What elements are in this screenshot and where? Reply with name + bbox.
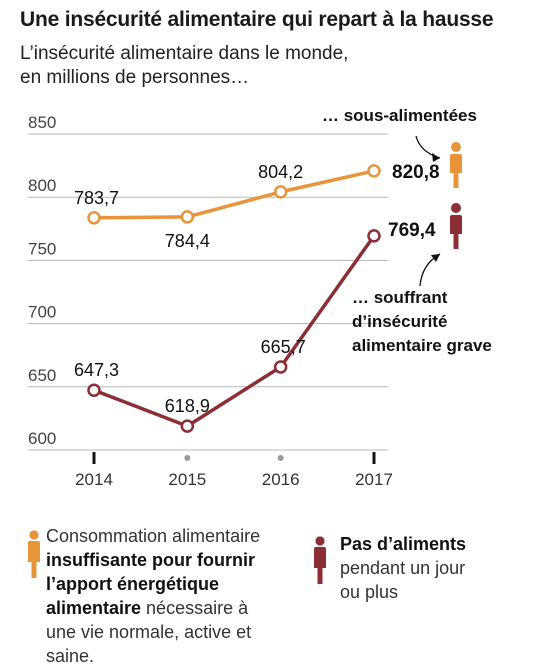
subtitle-line-2: en millions de personnes…: [20, 67, 250, 88]
person-head: [451, 203, 461, 213]
subtitle-line-1: L’insécurité alimentaire dans le monde,: [20, 43, 349, 64]
legend-right-line-2: pendant un jour: [340, 558, 466, 578]
legend-right-line-3: ou plus: [340, 582, 399, 602]
person-head: [451, 142, 461, 152]
x-tick-label: 2017: [355, 470, 393, 489]
legend-undernourished: Consommation alimentaire insuffisante po…: [46, 524, 296, 668]
legend-left-line-3: l’apport énergétique: [46, 574, 220, 594]
data-label: 647,3: [74, 360, 119, 380]
legend-right-line-1: Pas d’aliments: [340, 534, 467, 554]
data-point: [180, 419, 195, 433]
series-2-name-line: … souffrant: [352, 288, 448, 307]
series-1-name: … sous-alimentées: [322, 106, 477, 125]
data-label: 769,4: [388, 220, 436, 241]
x-axis: 2014 2015 2016 2017: [75, 452, 393, 489]
legend-person-icon-dark-red: [312, 536, 328, 591]
x-tick-dot: [184, 455, 191, 461]
data-label: 820,8: [392, 162, 440, 183]
x-tick-dot: [277, 455, 284, 461]
data-label: 783,7: [74, 188, 119, 208]
data-label: 665,7: [261, 337, 306, 357]
legend-left-line-1: Consommation alimentaire: [46, 526, 261, 546]
legend-left-line-4: alimentaire nécessaire à: [46, 598, 249, 618]
arrow-line: [415, 135, 441, 159]
legend-person-icon-orange: [26, 530, 42, 585]
person-icon-orange: [450, 142, 462, 188]
y-tick-label: 650: [28, 366, 56, 385]
data-point: [367, 229, 381, 243]
y-tick-label: 750: [28, 239, 56, 258]
legend-left-line-6: saine.: [46, 646, 95, 666]
chart-title: Une insécurité alimentaire qui repart à …: [20, 8, 494, 31]
person-icon-dark-red: [450, 203, 462, 249]
series-group: 783,7 784,4 804,2 820,8 647,3 618,9 665,7 769,4: [74, 162, 440, 433]
data-point: [180, 210, 195, 224]
series-line-2: [93, 234, 376, 428]
arrow-head: [431, 254, 440, 262]
y-tick-label: 800: [28, 176, 56, 195]
person-body: [450, 154, 462, 188]
legend-left-line-5: une vie normale, active et: [46, 622, 252, 642]
annotations: … sous-alimentées … souffrant d’insécurité…: [322, 106, 492, 355]
x-tick-label: 2014: [75, 470, 113, 489]
y-tick-label: 600: [28, 429, 56, 448]
y-tick-label: 850: [28, 113, 56, 132]
series-line-1: [93, 169, 375, 220]
data-label: 804,2: [258, 162, 303, 182]
line-chart: 850 800 750 700 650 600 2014 2015 2016 2017 783,…: [28, 106, 492, 489]
data-point: [367, 164, 381, 178]
data-point: [273, 360, 288, 374]
grid: 850 800 750 700 650 600: [28, 113, 388, 451]
legend-left-line-2: insuffisante pour fournir: [46, 550, 255, 570]
data-point: [87, 383, 101, 397]
data-label: 784,4: [165, 231, 210, 251]
data-point: [87, 211, 101, 225]
legend-severe: Pas d’aliments pendant un jour ou plus: [340, 532, 520, 604]
series-2-name-line: d’insécurité: [352, 312, 447, 331]
person-body: [450, 215, 462, 249]
data-label: 618,9: [165, 396, 210, 416]
series-2-name-line: alimentaire grave: [352, 336, 492, 355]
arrow-head: [432, 153, 440, 162]
x-tick-label: 2016: [262, 470, 300, 489]
y-tick-label: 700: [28, 303, 56, 322]
chart-subtitle: L’insécurité alimentaire dans le monde, …: [20, 42, 440, 90]
x-tick-label: 2015: [168, 470, 206, 489]
data-point: [273, 185, 288, 199]
